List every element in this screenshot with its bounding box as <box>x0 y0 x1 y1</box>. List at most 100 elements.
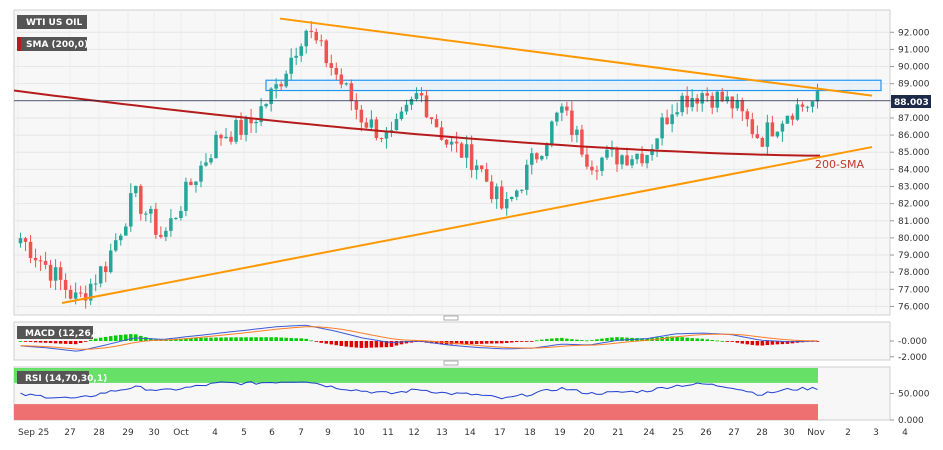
resistance-zone <box>265 79 882 92</box>
candle-body <box>124 226 128 236</box>
macd-hist-bar <box>459 341 464 345</box>
macd-hist-bar <box>685 337 689 341</box>
price-tick-label: 81.000 <box>898 217 930 227</box>
candle-body <box>459 143 464 158</box>
candle-body <box>33 257 38 261</box>
candle-body <box>164 230 168 237</box>
x-axis: Sep 25 27 28 29 30 Oct 4 5 6 7 9 10 11 12 13 14 17 18 19 20… <box>18 428 908 438</box>
macd-hist-bar <box>494 341 499 344</box>
price-tick-label: 86.000 <box>898 131 930 141</box>
candle-body <box>78 292 83 294</box>
macd-hist-bar <box>314 341 318 342</box>
candle-body <box>540 156 544 160</box>
price-tick-label: 82.000 <box>898 200 930 210</box>
candle-body <box>204 162 208 166</box>
candle-body <box>43 260 48 265</box>
candle-body <box>349 83 354 102</box>
macd-hist-bar <box>560 337 564 341</box>
candle-body <box>530 153 534 165</box>
macd-hist-bar <box>149 338 153 341</box>
candle-body <box>810 101 815 107</box>
macd-hist-bar <box>229 337 233 341</box>
macd-hist-bar <box>274 337 278 341</box>
x-tick-label: 2 <box>845 428 851 438</box>
macd-hist-bar <box>179 338 183 341</box>
price-tick-label: 76.000 <box>898 302 930 312</box>
candle-body <box>68 289 73 299</box>
macd-hist-bar <box>675 336 679 341</box>
candle-body <box>394 119 399 131</box>
candle-body <box>504 199 509 209</box>
macd-hist-bar <box>640 338 644 341</box>
panel-resize-handle-2[interactable] <box>443 360 459 366</box>
macd-hist-bar <box>33 341 38 343</box>
candle-body <box>73 292 78 299</box>
macd-hist-bar <box>374 341 379 348</box>
candle-body <box>169 218 173 231</box>
macd-hist-bar <box>700 338 704 341</box>
candle-body <box>770 122 775 137</box>
candle-body <box>750 119 755 135</box>
rsi-overbought-band <box>14 368 818 383</box>
macd-hist-bar <box>489 341 494 344</box>
candle-body <box>294 55 298 58</box>
macd-hist-bar <box>695 338 699 341</box>
x-tick-label: 19 <box>554 428 566 438</box>
candle-body <box>439 127 444 140</box>
candle-body <box>665 117 669 125</box>
macd-hist-bar <box>209 337 213 341</box>
candle-body <box>745 111 750 120</box>
macd-hist-bar <box>219 337 223 341</box>
sma-annotation: 200-SMA <box>815 158 864 171</box>
candle-body <box>224 136 228 139</box>
macd-hist-bar <box>745 341 750 345</box>
macd-hist-bar <box>379 341 384 348</box>
macd-hist-bar <box>194 337 198 341</box>
macd-hist-bar <box>199 337 203 341</box>
macd-hist-bar <box>469 341 474 345</box>
candle-body <box>790 115 795 120</box>
candle-body <box>384 130 389 139</box>
candle-body <box>93 283 98 285</box>
x-tick-label: 27 <box>64 428 75 438</box>
macd-hist-bar <box>785 341 790 344</box>
rsi-tick-label: 50.000 <box>898 390 930 400</box>
candle-body <box>675 112 679 115</box>
panel-resize-handle-1[interactable] <box>443 315 459 321</box>
macd-hist-bar <box>48 341 53 344</box>
x-tick-label: 13 <box>436 428 447 438</box>
macd-hist-bar <box>760 341 765 346</box>
macd-hist-bar <box>720 340 725 342</box>
macd-hist-bar <box>615 337 619 341</box>
macd-hist-bar <box>665 336 669 341</box>
macd-hist-bar <box>610 337 614 341</box>
macd-hist-bar <box>364 341 369 348</box>
candle-body <box>269 88 273 105</box>
candle-body <box>103 266 108 273</box>
macd-hist-bar <box>254 337 258 341</box>
macd-tick-label: -2.000 <box>898 353 927 363</box>
price-tick-label: 90.000 <box>898 63 930 73</box>
candle-body <box>259 106 263 122</box>
macd-hist-bar <box>705 339 709 341</box>
macd-hist-bar <box>93 338 98 341</box>
macd-hist-bar <box>344 341 349 347</box>
candle-body <box>730 96 735 109</box>
candle-body <box>580 129 584 155</box>
candle-body <box>570 110 574 135</box>
macd-hist-bar <box>53 341 58 344</box>
macd-hist-bar <box>750 341 755 345</box>
candle-body <box>710 95 714 108</box>
candle-body <box>690 98 694 108</box>
macd-hist-bar <box>119 334 123 341</box>
candle-body <box>444 139 449 145</box>
macd-hist-bar <box>605 337 609 341</box>
candle-body <box>419 93 424 96</box>
macd-hist-bar <box>580 340 584 341</box>
candle-body <box>234 119 238 142</box>
x-tick-label: 24 <box>643 428 655 438</box>
macd-hist-bar <box>339 341 344 346</box>
candle-body <box>134 185 138 194</box>
candle-body <box>119 235 123 241</box>
